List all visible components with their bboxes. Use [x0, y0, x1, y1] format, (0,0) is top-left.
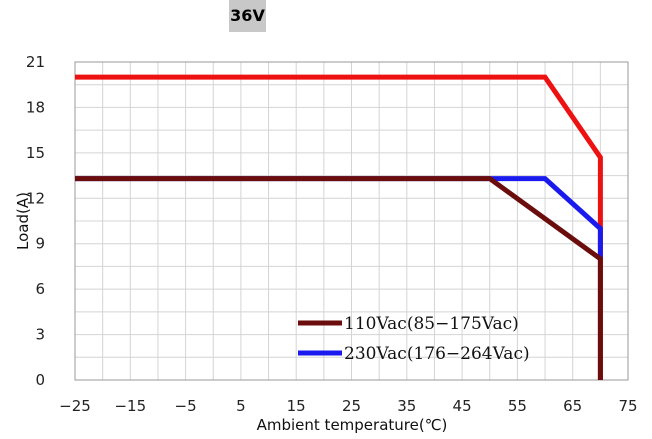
y-tick-label: 3	[35, 326, 45, 344]
x-tick-label: 45	[453, 397, 472, 415]
x-tick-label: −15	[114, 397, 146, 415]
y-tick-label: 18	[26, 98, 45, 116]
y-axis-label: Load(A)	[14, 192, 32, 250]
x-axis-label: Ambient temperature(℃)	[257, 416, 448, 434]
legend-label-1: 230Vac(176−264Vac)	[344, 344, 530, 364]
legend-label-0: 110Vac(85−175Vac)	[344, 314, 519, 334]
x-tick-label: 35	[397, 397, 416, 415]
x-tick-label: 25	[342, 397, 361, 415]
y-tick-label: 6	[35, 280, 45, 298]
series-lines	[75, 74, 603, 380]
voltage-badge: 36V	[229, 0, 266, 32]
x-tick-label: 75	[618, 397, 637, 415]
y-tick-label: 21	[26, 53, 45, 71]
y-tick-label: 15	[26, 144, 45, 162]
legend: 110Vac(85−175Vac) 230Vac(176−264Vac)	[298, 314, 530, 364]
x-tick-label: −5	[175, 397, 197, 415]
x-tick-label: −25	[59, 397, 91, 415]
series-line-2	[75, 176, 603, 380]
y-tick-label: 12	[26, 189, 45, 207]
plot-border	[74, 61, 629, 381]
x-tick-label: 15	[287, 397, 306, 415]
y-tick-label: 0	[35, 371, 45, 389]
series-line-1	[75, 176, 603, 259]
plot-frame	[74, 61, 629, 381]
x-tick-label: 5	[236, 397, 246, 415]
y-tick-label: 9	[35, 235, 45, 253]
x-tick-label: 65	[563, 397, 582, 415]
x-tick-label: 55	[508, 397, 527, 415]
tick-labels: −25 −15 −5 5 15 25 35 45 55 65 75 0 3 6 9 12 15 18 21	[26, 53, 638, 415]
